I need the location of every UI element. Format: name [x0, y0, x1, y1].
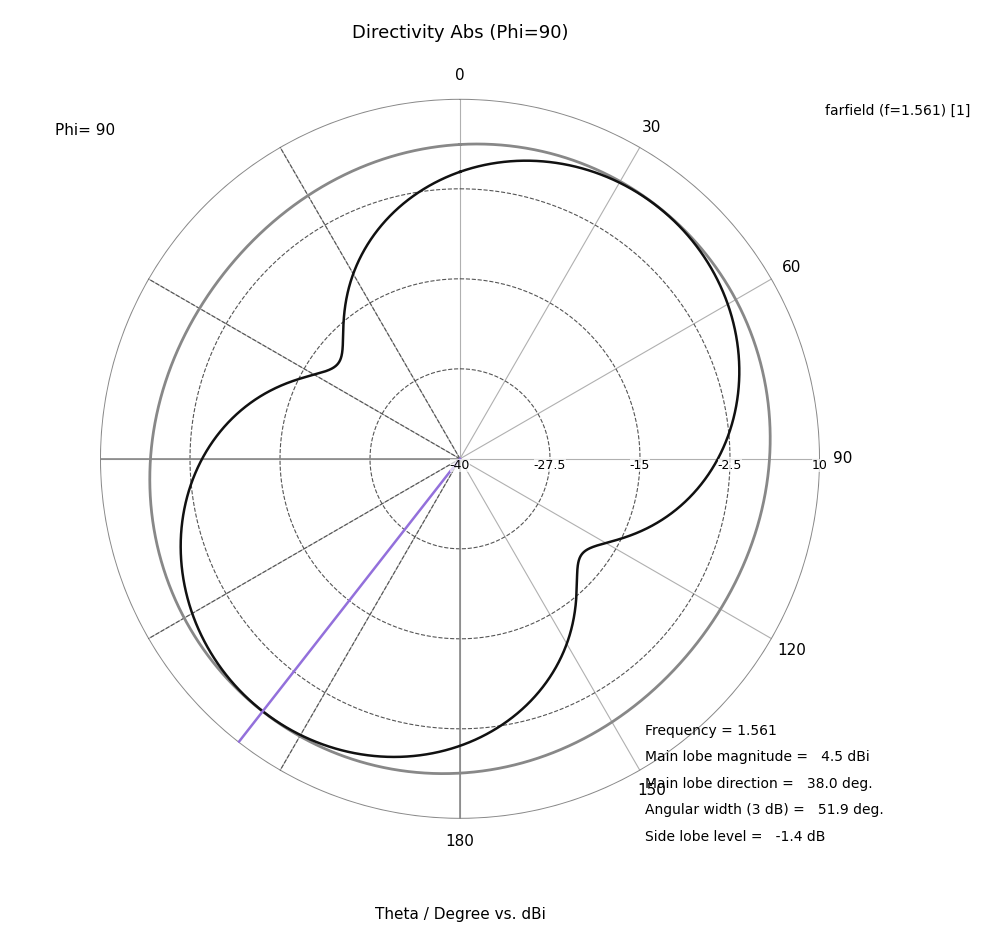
Text: farfield (f=1.561) [1]: farfield (f=1.561) [1] [825, 104, 970, 118]
Text: Main lobe magnitude =   4.5 dBi: Main lobe magnitude = 4.5 dBi [645, 750, 870, 764]
Text: -2.5: -2.5 [718, 459, 742, 472]
Text: Phi= 90: Phi= 90 [55, 123, 115, 138]
Text: Directivity Abs (Phi=90): Directivity Abs (Phi=90) [352, 24, 568, 42]
Text: -40: -40 [450, 459, 470, 472]
Text: -15: -15 [630, 459, 650, 472]
Text: Main lobe direction =   38.0 deg.: Main lobe direction = 38.0 deg. [645, 777, 873, 791]
Text: Angular width (3 dB) =   51.9 deg.: Angular width (3 dB) = 51.9 deg. [645, 803, 884, 817]
Text: -27.5: -27.5 [534, 459, 566, 472]
Text: 10: 10 [812, 459, 828, 472]
Text: Theta / Degree vs. dBi: Theta / Degree vs. dBi [375, 907, 545, 922]
Text: Frequency = 1.561: Frequency = 1.561 [645, 724, 777, 738]
Text: Side lobe level =   -1.4 dB: Side lobe level = -1.4 dB [645, 830, 825, 844]
